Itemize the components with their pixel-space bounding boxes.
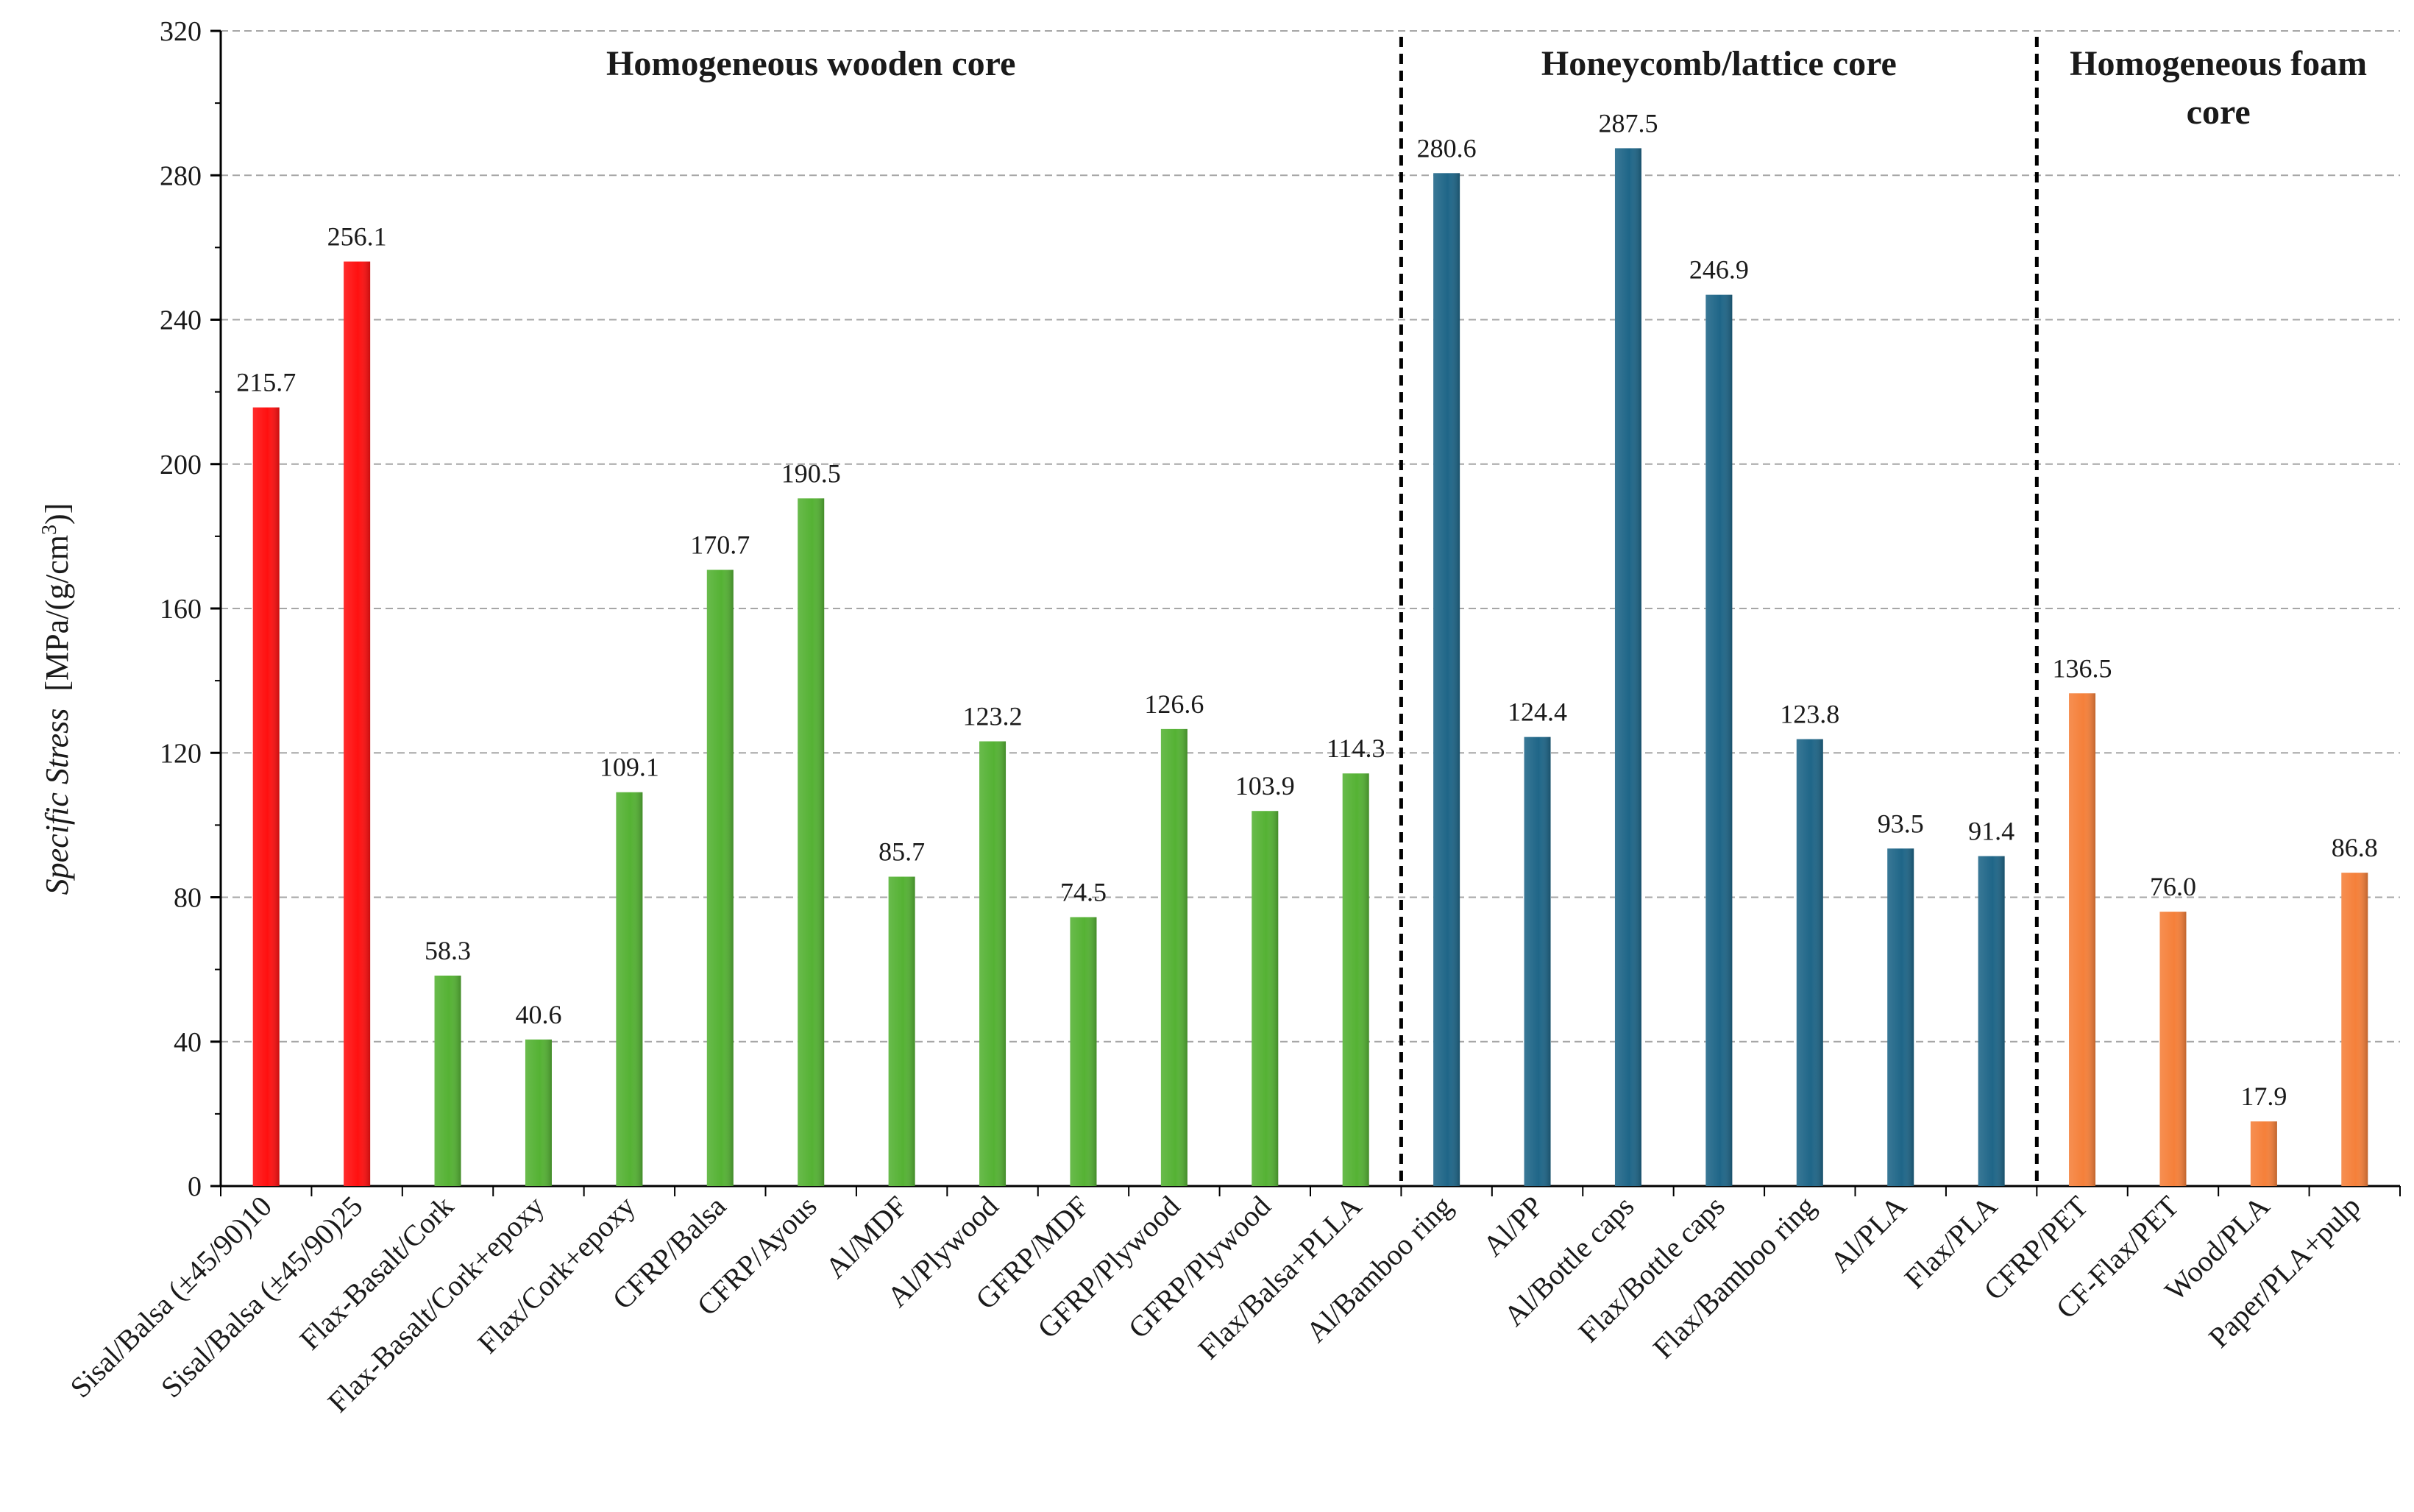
bar-shading-2 — [344, 261, 371, 1186]
bar-shading-16 — [1614, 148, 1641, 1186]
value-label-3: 58.3 — [425, 936, 471, 965]
bar-shading-24 — [2341, 873, 2368, 1186]
bar-shading-8 — [888, 876, 915, 1186]
bar-shading-6 — [706, 569, 734, 1186]
value-label-13: 114.3 — [1327, 734, 1385, 763]
y-tick-label-0: 0 — [188, 1171, 202, 1202]
bar-shading-22 — [2159, 912, 2187, 1186]
value-label-19: 93.5 — [1878, 809, 1924, 838]
bar-shading-23 — [2250, 1121, 2277, 1186]
bar-shading-13 — [1342, 773, 1369, 1186]
value-label-20: 91.4 — [1968, 817, 2014, 846]
y-tick-label-240: 240 — [160, 305, 202, 336]
category-label-15: Al/PP — [1476, 1190, 1549, 1263]
y-tick-label-160: 160 — [160, 594, 202, 625]
bars — [252, 148, 2368, 1187]
bar-shading-14 — [1433, 173, 1460, 1186]
value-label-5: 109.1 — [600, 753, 659, 782]
group-title-1-line-1: Homogeneous wooden core — [606, 44, 1015, 83]
bar-shading-4 — [525, 1039, 552, 1186]
value-label-1: 215.7 — [236, 368, 296, 397]
value-labels: 215.7 256.1 58.3 40.6 109.1 170.7 190.5 85.7 123… — [236, 108, 2378, 1111]
group-title-3-line-1: Homogeneous foam — [2070, 44, 2367, 83]
bar-shading-12 — [1252, 811, 1279, 1186]
bar-shading-10 — [1070, 917, 1097, 1186]
value-label-22: 76.0 — [2150, 872, 2196, 901]
category-label-18: Flax/Bamboo ring — [1647, 1190, 1822, 1365]
bar-shading-15 — [1524, 737, 1551, 1186]
value-label-9: 123.2 — [963, 702, 1023, 731]
category-label-5: Flax/Cork+epoxy — [471, 1190, 642, 1360]
value-label-21: 136.5 — [2053, 653, 2112, 683]
y-tick-label-40: 40 — [174, 1027, 202, 1058]
bar-shading-9 — [979, 741, 1007, 1186]
value-label-6: 170.7 — [690, 530, 750, 560]
bar-shading-1 — [252, 407, 280, 1186]
bar-shading-21 — [2069, 693, 2096, 1186]
bar-shading-5 — [616, 792, 643, 1186]
y-tick-label-280: 280 — [160, 160, 202, 191]
bar-shading-19 — [1887, 848, 1914, 1186]
value-label-17: 246.9 — [1689, 255, 1749, 285]
bar-shading-18 — [1796, 739, 1823, 1186]
y-axis-title-units-close: )] — [39, 503, 75, 525]
group-annotations: Homogeneous wooden core Honeycomb/lattice… — [606, 37, 2367, 1186]
bar-shading-17 — [1705, 294, 1733, 1187]
y-tick-label-120: 120 — [160, 738, 202, 769]
value-label-24: 86.8 — [2332, 833, 2378, 862]
group-title-2-line-1: Honeycomb/lattice core — [1541, 44, 1897, 83]
category-label-3: Flax-Basalt/Cork — [293, 1190, 460, 1357]
y-axis-title-units: [MPa/(g/cm — [39, 535, 75, 692]
value-label-16: 287.5 — [1598, 108, 1658, 138]
value-label-14: 280.6 — [1417, 133, 1477, 163]
y-axis-title: Specific Stress [MPa/(g/cm3)] — [38, 503, 75, 895]
bar-shading-7 — [798, 498, 825, 1186]
value-label-4: 40.6 — [515, 1000, 561, 1029]
bar-shading-3 — [434, 975, 461, 1186]
value-label-23: 17.9 — [2240, 1082, 2287, 1111]
value-label-12: 103.9 — [1235, 771, 1295, 801]
y-tick-label-80: 80 — [174, 883, 202, 914]
value-label-10: 74.5 — [1060, 877, 1107, 906]
y-tick-label-200: 200 — [160, 450, 202, 480]
bar-shading-20 — [1978, 856, 2005, 1186]
y-axis-title-main: Specific Stress — [39, 709, 75, 895]
bar-shading-11 — [1160, 728, 1188, 1186]
value-label-11: 126.6 — [1144, 689, 1204, 719]
y-axis-title-units-superscript: 3 — [38, 525, 61, 535]
y-tick-label-320: 320 — [160, 16, 202, 47]
group-title-3-line-2: core — [2187, 93, 2251, 132]
value-label-8: 85.7 — [878, 837, 925, 867]
axes: 0 40 80 120 160 200 240 280 320 — [160, 16, 2401, 1202]
value-label-7: 190.5 — [781, 458, 841, 488]
category-label-13: Flax/Balsa+PLLA — [1192, 1189, 1368, 1366]
value-label-18: 123.8 — [1780, 700, 1839, 729]
value-label-2: 256.1 — [327, 222, 387, 252]
category-label-19: Al/PLA — [1823, 1189, 1912, 1278]
value-label-15: 124.4 — [1508, 698, 1567, 727]
